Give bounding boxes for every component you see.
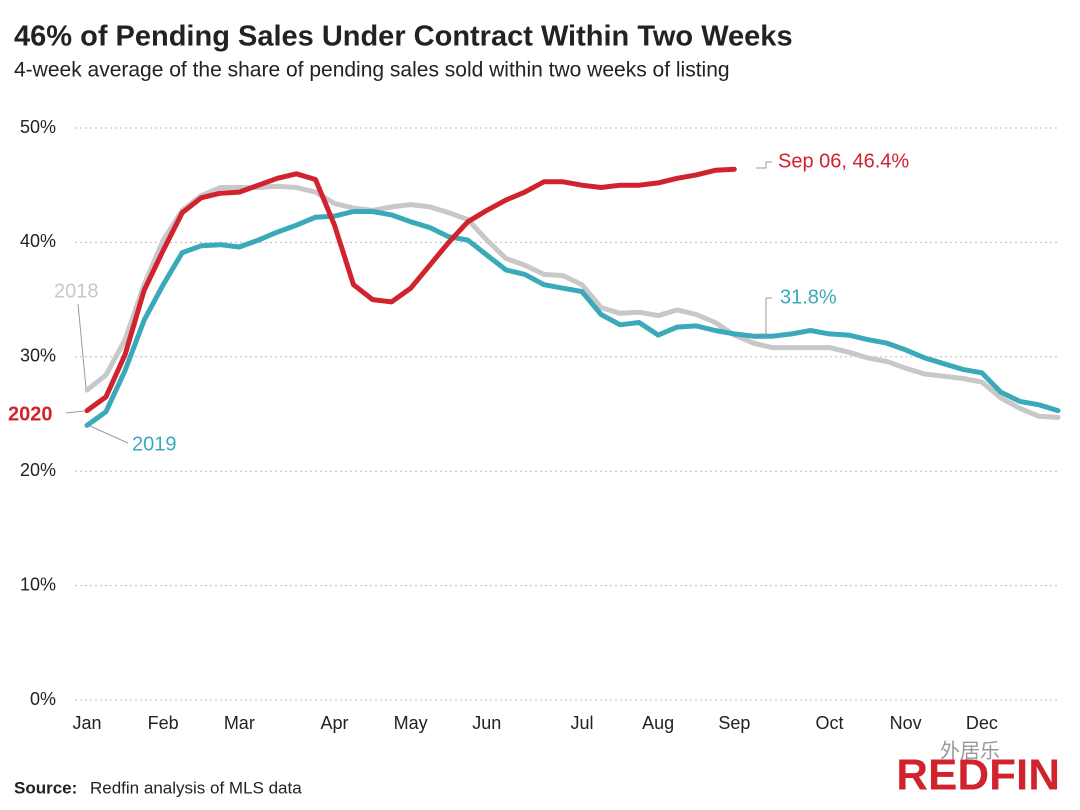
watermark: 外居乐 [940, 739, 1000, 762]
series-line [84, 183, 1061, 420]
y-tick-label: 40% [20, 231, 56, 251]
x-tick-label: Apr [321, 713, 349, 733]
series-label: 2019 [132, 433, 177, 455]
y-tick-label: 30% [20, 346, 56, 366]
source-label: Source: [14, 778, 77, 797]
x-tick-label: Mar [224, 713, 255, 733]
series-label: 2020 [8, 403, 53, 425]
annotation: 31.8% [780, 286, 837, 308]
x-tick-label: Nov [890, 713, 922, 733]
label-leader [77, 303, 87, 389]
source: Redfin analysis of MLS data [90, 778, 302, 797]
label-leader [89, 425, 129, 444]
x-tick-label: Jul [571, 713, 594, 733]
series-label: 2018 [54, 280, 99, 302]
y-tick-label: 50% [20, 117, 56, 137]
x-tick-label: Dec [966, 713, 998, 733]
y-tick-label: 0% [30, 689, 56, 709]
x-tick-label: Jun [472, 713, 501, 733]
chart-title: 46% of Pending Sales Under Contract With… [14, 21, 793, 53]
x-tick-label: Sep [718, 713, 750, 733]
series-line [84, 209, 1061, 428]
annotation: Sep 06, 46.4% [778, 150, 909, 172]
x-tick-label: May [394, 713, 428, 733]
annotation-leader [758, 297, 772, 335]
y-tick-label: 20% [20, 460, 56, 480]
x-tick-label: Oct [816, 713, 844, 733]
label-leader [65, 410, 85, 414]
series-line [84, 166, 737, 414]
annotation-leader [756, 161, 772, 169]
x-tick-label: Aug [642, 713, 674, 733]
x-tick-label: Feb [148, 713, 179, 733]
y-tick-label: 10% [20, 574, 56, 594]
x-tick-label: Jan [72, 713, 101, 733]
logo: REDFIN [896, 751, 1060, 800]
chart-subtitle: 4-week average of the share of pending s… [14, 59, 730, 82]
